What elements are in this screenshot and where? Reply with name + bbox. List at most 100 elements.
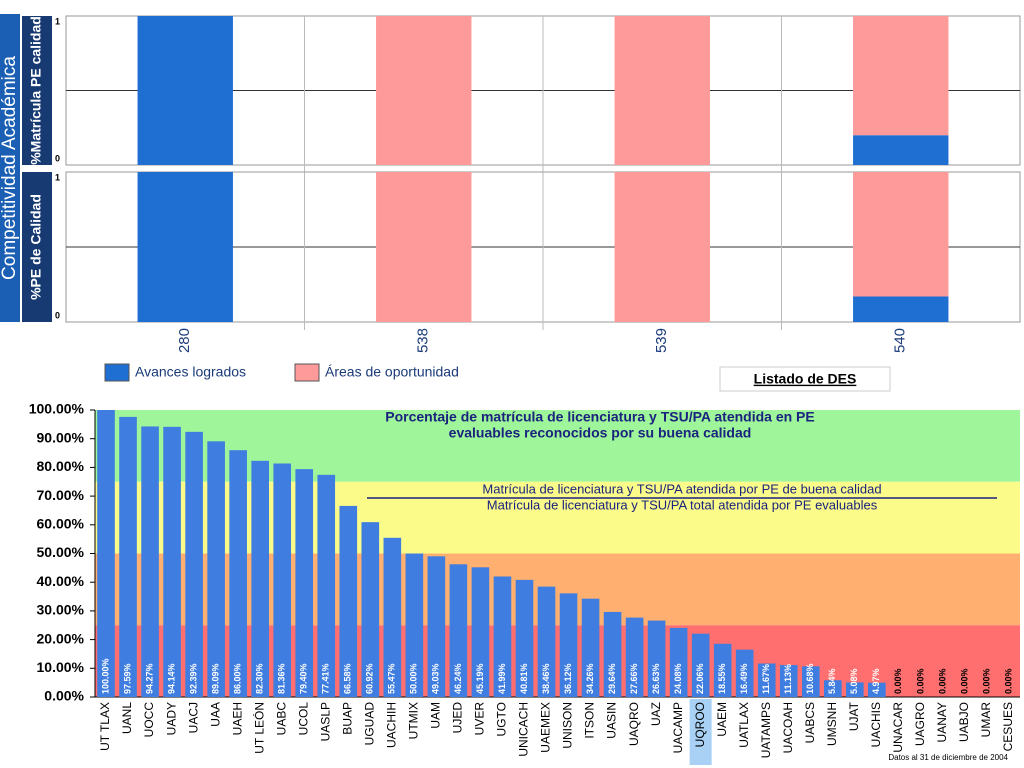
zone	[95, 481, 1020, 554]
bar	[449, 564, 468, 697]
highlight	[689, 699, 712, 765]
bar	[625, 617, 644, 697]
x-tick-label: UMSNH	[825, 702, 839, 746]
bar-segment	[137, 172, 233, 322]
x-tick-label: UJAT	[847, 701, 861, 731]
bar	[361, 522, 380, 697]
zone	[95, 553, 1020, 626]
bar-segment	[853, 296, 949, 322]
link[interactable]: Listado de DES	[754, 371, 857, 387]
value-label: 66.58%	[343, 663, 353, 694]
y-tick-label: 40.00%	[37, 573, 85, 589]
bar	[735, 649, 754, 697]
bar-segment	[137, 16, 233, 165]
bar	[846, 682, 864, 697]
bar	[97, 410, 115, 697]
value-label: 29.64%	[607, 663, 617, 694]
side-title: Competitividad Académica	[0, 56, 20, 280]
y-tick-label: 70.00%	[37, 487, 85, 503]
y-tick-label: 10.00%	[37, 659, 85, 675]
x-tick-label: UABC	[274, 702, 288, 736]
bar	[801, 666, 820, 697]
x-tick-label: UVER	[473, 702, 487, 736]
value-label: 100.00%	[100, 658, 110, 694]
value-label: 94.27%	[144, 663, 154, 694]
bar	[537, 586, 556, 697]
chart-title: Porcentaje de matrícula de licenciatura …	[385, 409, 814, 425]
value-label: 0.00%	[1003, 668, 1013, 694]
y-tick-label: 1	[55, 16, 60, 26]
value-label: 55.47%	[387, 663, 397, 694]
x-tick-label: UANL	[120, 702, 134, 734]
value-label: 11.13%	[783, 664, 793, 694]
y-tick-label: 100.00%	[29, 401, 85, 417]
value-label: 0.00%	[915, 668, 925, 694]
bar-segment	[614, 172, 710, 322]
bar	[471, 567, 490, 697]
bar-segment	[853, 135, 949, 165]
value-label: 18.55%	[717, 663, 727, 694]
value-label: 40.81%	[519, 663, 529, 694]
zone	[95, 625, 1020, 697]
bar	[273, 463, 292, 697]
x-tick-label: UNICACH	[517, 702, 531, 757]
x-tick-label: 538	[415, 328, 432, 353]
value-label: 4.97%	[871, 668, 881, 694]
bar	[185, 431, 203, 697]
x-tick-label: UATAMPS	[759, 702, 773, 758]
link-box[interactable]	[719, 366, 891, 392]
panel-label-bg	[22, 172, 52, 322]
x-tick-label: UQROO	[693, 702, 707, 747]
bar	[339, 505, 358, 697]
x-tick-label: UTMIX	[407, 702, 421, 739]
value-label: 77.41%	[321, 663, 331, 694]
value-label: 5.08%	[849, 668, 859, 694]
x-tick-label: UACOAH	[781, 702, 795, 753]
bar	[383, 537, 402, 697]
x-tick-label: UASIN	[605, 702, 619, 739]
x-tick-label: 280	[176, 328, 193, 353]
value-label: 49.03%	[431, 663, 441, 694]
x-tick-label: CESUES	[1001, 702, 1015, 751]
value-label: 79.40%	[299, 663, 309, 694]
bar	[251, 460, 269, 697]
x-tick-label: UGUAD	[362, 702, 376, 746]
x-tick-label: UAM	[429, 702, 443, 729]
bar-segment	[376, 16, 472, 165]
value-label: 86.00%	[233, 663, 243, 694]
bar	[163, 426, 181, 697]
y-tick-label: 80.00%	[37, 458, 85, 474]
bar	[229, 450, 247, 697]
x-tick-label: UAEMEX	[539, 702, 553, 753]
side-band	[0, 14, 20, 322]
value-label: 94.14%	[166, 663, 176, 694]
x-tick-label: UASLP	[318, 702, 332, 741]
bar-segment	[853, 16, 949, 136]
y-tick-label: 50.00%	[37, 544, 85, 560]
bar	[713, 643, 732, 697]
bar	[779, 665, 798, 697]
panel-label: %Matrícula PE calidad	[28, 16, 44, 165]
numerator: Matrícula de licenciatura y TSU/PA atend…	[482, 481, 881, 496]
y-tick-label: 0	[55, 310, 60, 320]
value-label: 5.84%	[827, 668, 837, 694]
bar	[647, 620, 666, 697]
x-tick-label: BUAP	[340, 702, 354, 735]
value-label: 26.63%	[651, 663, 661, 694]
x-tick-label: UACAMP	[671, 702, 685, 753]
x-tick-label: UJED	[451, 702, 465, 734]
x-tick-label: UACHIH	[384, 702, 398, 748]
bar	[493, 576, 512, 697]
x-tick-label: UAEH	[230, 702, 244, 735]
bar	[559, 593, 578, 697]
x-tick-label: UOCC	[142, 702, 156, 738]
denominator: Matrícula de licenciatura y TSU/PA total…	[487, 497, 878, 512]
value-label: 45.19%	[475, 663, 485, 694]
value-label: 60.92%	[365, 663, 375, 694]
value-label: 16.49%	[739, 663, 749, 694]
bar	[295, 469, 314, 697]
x-tick-label: 540	[892, 328, 909, 353]
chart-title: evaluables reconocidos por su buena cali…	[449, 425, 752, 441]
bar	[823, 680, 842, 697]
